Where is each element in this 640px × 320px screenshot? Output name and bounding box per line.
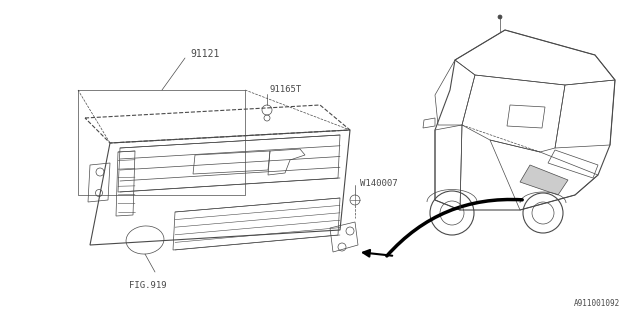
Circle shape — [498, 15, 502, 19]
Polygon shape — [520, 165, 568, 195]
Text: 91121: 91121 — [190, 49, 220, 59]
Text: 91165T: 91165T — [270, 85, 302, 94]
Text: W140007: W140007 — [360, 179, 397, 188]
FancyArrowPatch shape — [387, 199, 522, 256]
Text: A911001092: A911001092 — [573, 299, 620, 308]
Text: FIG.919: FIG.919 — [129, 281, 167, 290]
